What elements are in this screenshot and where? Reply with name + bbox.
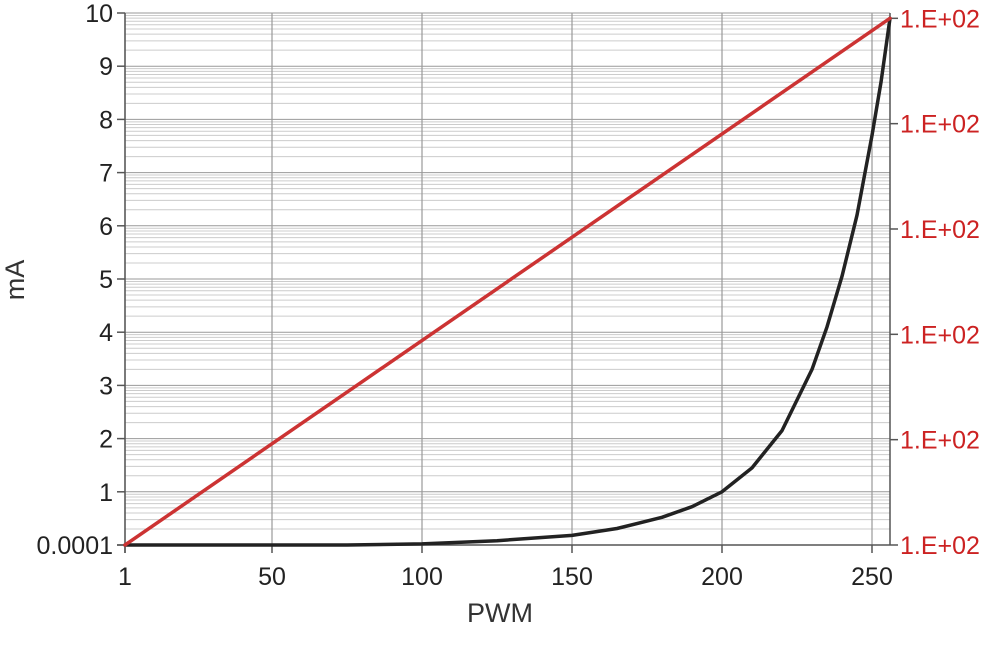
y-right-tick-label: 1.E+02 <box>900 321 980 349</box>
x-tick-label: 200 <box>701 563 743 591</box>
y-axis-label: mA <box>0 260 30 301</box>
series-line-black-curve <box>123 16 892 547</box>
y-left-tick-label: 7 <box>99 160 113 188</box>
x-tick-label: 150 <box>551 563 593 591</box>
y-right-tick-label: 1.E+02 <box>900 532 980 560</box>
y-left-tick-label: 5 <box>99 266 113 294</box>
y-left-tick-label: 2 <box>99 426 113 454</box>
y-right-tick-label: 1.E+02 <box>900 111 980 139</box>
y-left-tick-label: 3 <box>99 372 113 400</box>
x-axis-label: PWM <box>467 598 533 628</box>
tick-labels: 0.0001123456789101.E+021.E+021.E+021.E+0… <box>37 0 980 591</box>
y-left-tick-label: 0.0001 <box>37 532 113 560</box>
series-line-red-linear <box>123 16 892 547</box>
y-left-tick-label: 8 <box>99 106 113 134</box>
y-right-tick-label: 1.E+02 <box>900 427 980 455</box>
y-left-tick-label: 1 <box>99 479 113 507</box>
x-tick-label: 1 <box>118 563 132 591</box>
y-left-tick-label: 4 <box>99 319 113 347</box>
series-layer <box>123 16 892 547</box>
y-right-tick-label: 1.E+02 <box>900 216 980 244</box>
x-tick-label: 100 <box>401 563 443 591</box>
y-right-tick-label: 1.E+02 <box>900 5 980 33</box>
y-left-tick-label: 6 <box>99 213 113 241</box>
y-left-tick-label: 10 <box>85 0 113 28</box>
y-left-tick-label: 9 <box>99 53 113 81</box>
x-tick-label: 250 <box>851 563 893 591</box>
x-tick-label: 50 <box>258 563 286 591</box>
grid <box>124 12 890 546</box>
